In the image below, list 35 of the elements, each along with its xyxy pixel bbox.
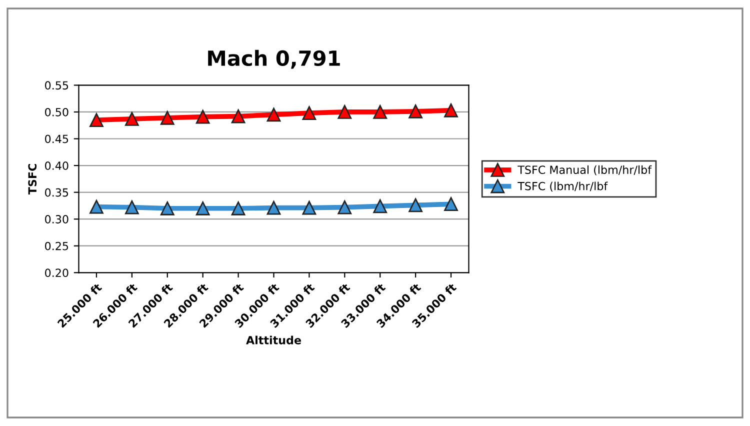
y-tick-label: 0.55	[45, 81, 68, 90]
y-tick-label: 0.20	[45, 268, 68, 278]
point	[124, 112, 139, 126]
point	[266, 200, 281, 215]
point	[444, 103, 458, 118]
point	[408, 104, 423, 118]
x-axis-title: Alttitude	[246, 336, 301, 344]
legend-label: TSFC Manual (lbm/hr/lbf	[518, 165, 652, 176]
y-tick-label: 0.50	[45, 108, 68, 116]
point	[338, 200, 352, 214]
point	[373, 105, 388, 119]
point	[231, 109, 246, 124]
legend-label: TSFC (lbm/hr/lbf	[518, 182, 608, 192]
point	[266, 108, 281, 122]
point	[90, 113, 104, 127]
y-tick-label: 0.30	[45, 215, 68, 224]
y-tick-label: 0.35	[45, 188, 68, 197]
y-tick-label: 0.45	[45, 134, 68, 144]
point	[231, 201, 246, 216]
point	[444, 197, 458, 212]
y-tick-label: 0.40	[45, 162, 68, 170]
point	[196, 110, 210, 124]
point	[160, 201, 174, 216]
chart-title: Mach 0,791	[208, 50, 340, 69]
point	[124, 200, 139, 214]
point	[302, 200, 316, 215]
y-axis-title: TSFC	[28, 164, 37, 195]
point	[90, 200, 104, 214]
point	[338, 105, 352, 119]
point	[408, 198, 423, 212]
point	[373, 199, 388, 214]
point	[302, 106, 316, 120]
y-tick-label: 0.25	[45, 242, 68, 250]
point	[160, 110, 174, 125]
point	[196, 201, 210, 216]
